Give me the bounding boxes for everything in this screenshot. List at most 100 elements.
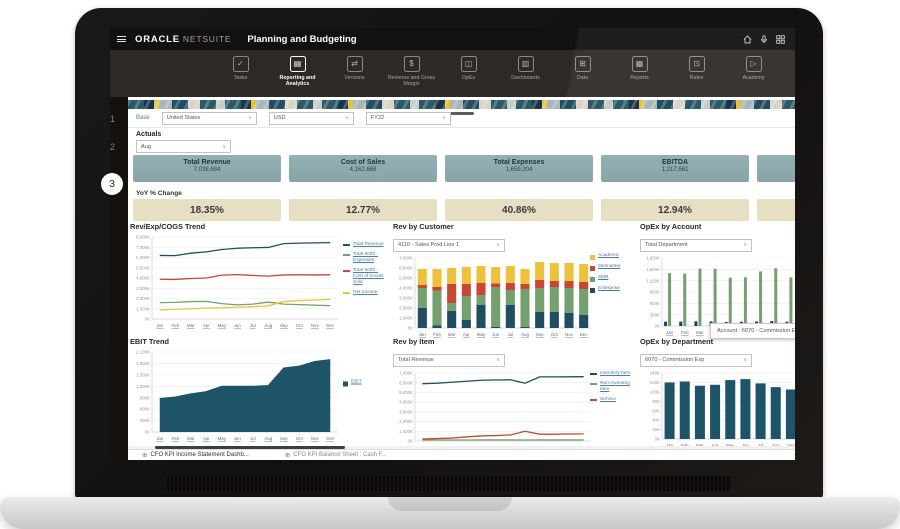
legend-item-academic[interactable]: Academic: [590, 253, 636, 261]
nav-item-tasks[interactable]: ✓ Tasks: [212, 50, 269, 97]
x-axis-label[interactable]: Mar: [696, 443, 704, 448]
currency-select-value: USD: [273, 115, 286, 121]
nav-item-reports[interactable]: ▦ Reports: [611, 50, 668, 97]
legend-item-inventory-item[interactable]: Inventory Item: [590, 371, 636, 377]
legend-item-net-income[interactable]: Net Income: [343, 290, 389, 296]
data-icon: ⊞: [574, 56, 591, 72]
kpi-tile-partial: [757, 155, 795, 182]
svg-text:3,000K: 3,000K: [399, 409, 413, 414]
x-axis-label[interactable]: Feb: [433, 332, 441, 337]
x-axis-label[interactable]: Sep: [280, 323, 288, 328]
x-axis-label[interactable]: Mar: [696, 330, 704, 335]
x-axis-label[interactable]: Nov: [565, 332, 574, 337]
year-select[interactable]: FY22 ∨: [365, 111, 451, 125]
x-axis-label[interactable]: Dec: [326, 436, 335, 441]
x-axis-label[interactable]: Jul: [508, 332, 514, 337]
collapse-handle[interactable]: [449, 112, 474, 115]
x-axis-label[interactable]: Apr: [463, 332, 470, 337]
legend-item-total-5000-cost-of-goods-sold[interactable]: Total 5000 - Cost of Goods Sold: [343, 268, 389, 286]
x-axis-label[interactable]: Nov: [311, 436, 320, 441]
nav-item-dashboards[interactable]: ▥ Dashboards: [497, 50, 554, 97]
svg-text:140K: 140K: [650, 370, 660, 375]
x-axis-label[interactable]: May: [218, 436, 227, 441]
x-axis-label[interactable]: Oct: [296, 436, 304, 441]
rev-by-customer-filter-select[interactable]: 4110 - Sales Prod Line 1 ∨: [393, 238, 505, 252]
x-axis-label[interactable]: Jul: [758, 443, 764, 448]
home-icon[interactable]: [743, 35, 752, 44]
currency-select[interactable]: USD ∨: [268, 111, 354, 125]
legend-item-smb[interactable]: SMB: [590, 275, 636, 283]
x-axis-label[interactable]: Mar: [187, 323, 195, 328]
x-axis-label[interactable]: Apr: [712, 443, 719, 448]
legend-item-service[interactable]: Service: [590, 397, 636, 403]
x-axis-label[interactable]: Apr: [203, 436, 210, 441]
opex-by-department-filter-select[interactable]: 6070 - Commission Exp ∨: [640, 353, 752, 367]
nav-item-reporting-and-analytics[interactable]: ▤ Reporting and Analytics: [269, 50, 326, 97]
nav-item-opex[interactable]: ◫ OpEx: [440, 50, 497, 97]
x-axis-label[interactable]: Jul: [250, 436, 256, 441]
month-select[interactable]: Aug ∨: [136, 140, 231, 153]
horizontal-scrollbar-thumb[interactable]: [155, 446, 345, 449]
nav-item-versions[interactable]: ⇄ Versions: [326, 50, 383, 97]
x-axis-label[interactable]: Jan: [156, 323, 164, 328]
x-axis-label[interactable]: May: [726, 443, 735, 448]
x-axis-label[interactable]: Aug: [521, 332, 529, 337]
tab-cfo-kpi-income-statement-dashb[interactable]: ⊕ CFO KPI Income Statement Dashb...: [142, 451, 249, 459]
x-axis-label[interactable]: Sep: [787, 443, 795, 448]
x-axis-label[interactable]: Jun: [234, 436, 242, 441]
legend-item-total-revenue[interactable]: Total Revenue: [343, 242, 389, 248]
x-axis-label[interactable]: Dec: [580, 332, 589, 337]
legend-item-non-inventory-item[interactable]: Non-inventory Item: [590, 381, 636, 393]
x-axis-label[interactable]: Jan: [666, 330, 674, 335]
voice-assistant-icon[interactable]: [760, 34, 768, 44]
x-axis-label[interactable]: Jun: [492, 332, 500, 337]
nav-item-data[interactable]: ⊞ Data: [554, 50, 611, 97]
x-axis-label[interactable]: Feb: [171, 323, 179, 328]
app-grid-icon[interactable]: [776, 34, 785, 44]
legend-item-total-6000-expenses[interactable]: Total 6000 - Expenses: [343, 252, 389, 264]
x-axis-label[interactable]: Jan: [419, 332, 427, 337]
x-axis-label[interactable]: Feb: [681, 330, 689, 335]
svg-text:5,000K: 5,000K: [136, 265, 150, 270]
rev-by-item-filter-select[interactable]: Total Revenue ∨: [393, 353, 505, 367]
x-axis-label[interactable]: Nov: [311, 323, 320, 328]
x-axis-label[interactable]: Oct: [296, 323, 304, 328]
legend-marker: [343, 270, 350, 273]
x-axis-label[interactable]: Mar: [187, 436, 195, 441]
x-axis-label[interactable]: Oct: [551, 332, 559, 337]
x-axis-label[interactable]: Aug: [264, 436, 272, 441]
x-axis-label[interactable]: Sep: [536, 332, 544, 337]
x-axis-label[interactable]: Mar: [448, 332, 456, 337]
region-select[interactable]: United States ∨: [161, 111, 257, 125]
x-axis-label[interactable]: Aug: [772, 443, 780, 448]
x-axis-label[interactable]: May: [477, 332, 486, 337]
x-axis-label[interactable]: Jan: [156, 436, 164, 441]
x-axis-label[interactable]: Jun: [234, 323, 242, 328]
tab-cfo-kpi-balance-sheet-cash-f[interactable]: ⊕ CFO KPI Balance Sheet : Cash F...: [285, 451, 387, 459]
x-axis-label[interactable]: Dec: [326, 323, 335, 328]
legend-item-ebit[interactable]: EBIT: [343, 380, 389, 387]
oracle-netsuite-logo: ORACLE NETSUITE: [135, 34, 231, 45]
legend-item-midmarket[interactable]: Midmarket: [590, 264, 636, 272]
opex-by-department-title: OpEx by Department: [640, 337, 714, 346]
svg-text:2,100K: 2,100K: [136, 350, 150, 355]
kpi-tile-total-revenue: Total Revenue 7,038,684: [133, 155, 281, 182]
x-axis-label[interactable]: Feb: [171, 436, 179, 441]
x-axis-label[interactable]: Aug: [264, 323, 272, 328]
x-axis-label[interactable]: Jun: [742, 443, 750, 448]
x-axis-label[interactable]: May: [218, 323, 227, 328]
x-axis-label[interactable]: Feb: [681, 443, 689, 448]
kpi-title: Cost of Sales: [340, 159, 386, 166]
x-axis-label[interactable]: Sep: [280, 436, 288, 441]
x-axis-label[interactable]: Apr: [203, 323, 210, 328]
legend-item-enterprise[interactable]: Enterprise: [590, 286, 636, 294]
opex-by-account-filter-select[interactable]: Total Department ∨: [640, 238, 752, 252]
region-select-value: United States: [166, 115, 201, 121]
hamburger-menu-icon[interactable]: [117, 34, 126, 43]
nav-item-academy[interactable]: ▷ Academy: [725, 50, 782, 97]
nav-item-rules[interactable]: ⊡ Rules: [668, 50, 725, 97]
x-axis-label[interactable]: Jan: [666, 443, 674, 448]
nav-item-revenue-and-gross-margin[interactable]: $ Revenue and Gross Margin: [383, 50, 440, 97]
x-axis-label[interactable]: Jul: [250, 323, 256, 328]
rev-by-customer-filter-value: 4110 - Sales Prod Line 1: [398, 242, 460, 248]
